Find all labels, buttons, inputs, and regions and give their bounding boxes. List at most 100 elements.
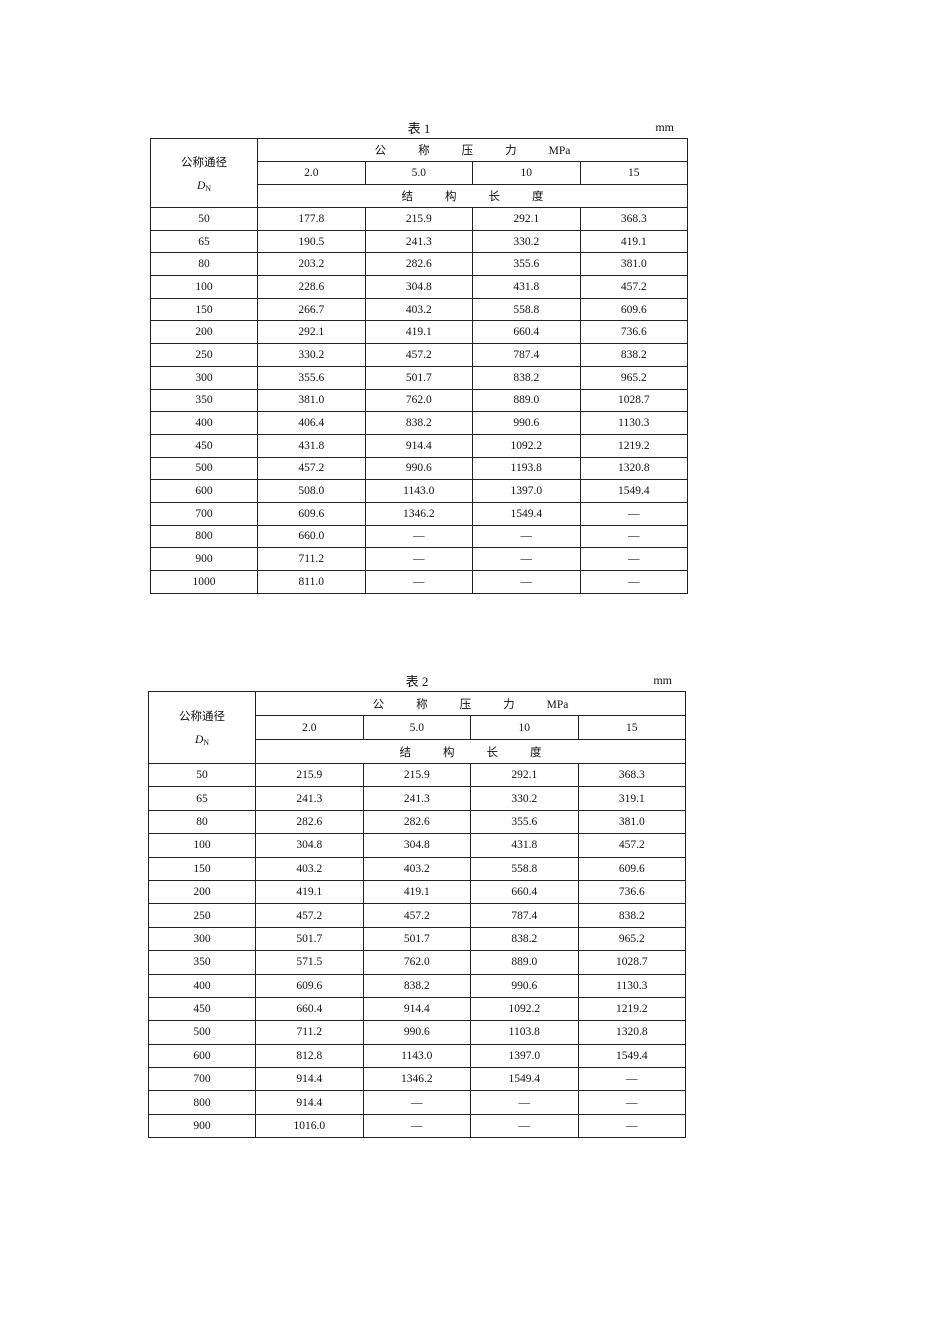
length-cell: 1320.8 [579, 456, 688, 481]
pressure-label-part: 力 [503, 698, 515, 711]
length-cell: 282.6 [364, 252, 473, 277]
table-row: 350 381.0 762.0 889.0 1028.7 [150, 388, 688, 413]
length-cell: 558.8 [472, 297, 581, 322]
pressure-label-part: 称 [416, 698, 428, 711]
length-cell: 1549.4 [470, 1067, 579, 1092]
length-cell: 241.3 [255, 786, 364, 811]
unit-label: mm [653, 673, 672, 687]
header-structure-length: 结构长度 [257, 184, 688, 208]
length-label-part: 长 [486, 746, 499, 759]
dn-cell: 1000 [150, 570, 258, 594]
length-cell: 403.2 [364, 297, 473, 322]
length-cell: 368.3 [579, 207, 688, 231]
length-cell: 1092.2 [470, 996, 579, 1022]
length-label-part: 结 [399, 746, 412, 759]
length-cell: 501.7 [364, 365, 473, 390]
table-caption: 表 1 [407, 121, 431, 136]
pressure-column-header: 15 [579, 161, 688, 185]
length-cell: 1103.8 [470, 1020, 579, 1045]
length-cell: 762.0 [364, 388, 473, 413]
length-cell: 1143.0 [362, 1043, 471, 1069]
dn-cell: 80 [150, 252, 258, 277]
length-cell: 811.0 [257, 570, 366, 594]
length-cell: — [470, 1113, 579, 1139]
pressure-column-header: 2.0 [255, 715, 364, 740]
length-cell: 990.6 [362, 1020, 471, 1045]
length-cell: 292.1 [470, 762, 579, 788]
length-cell: 431.8 [257, 433, 366, 458]
length-cell: 403.2 [362, 856, 471, 881]
dn-cell: 450 [150, 433, 258, 458]
table-row: 700 609.6 1346.2 1549.4— [150, 501, 688, 526]
length-cell: 1130.3 [579, 411, 688, 435]
length-cell: 419.1 [364, 320, 473, 345]
pressure-label-part: 称 [418, 145, 430, 157]
length-cell: 736.6 [577, 879, 686, 905]
nominal-diameter-label: 公称通径 [181, 156, 227, 169]
pressure-column-header: 5.0 [362, 715, 471, 740]
table-row: 250 330.2 457.2 787.4 838.2 [150, 343, 688, 367]
dn-cell: 350 [150, 388, 258, 413]
table-row: 700 914.4 1346.2 1549.4— [148, 1067, 686, 1092]
length-cell: — [472, 547, 581, 571]
length-label-part: 结 [401, 191, 414, 203]
table-row: 450 431.8 914.4 1092.2 1219.2 [150, 433, 688, 458]
length-cell: — [364, 524, 473, 549]
length-cell: — [577, 1067, 686, 1092]
table-row: 200 419.1 419.1 660.4 736.6 [148, 879, 686, 905]
dn-cell: 800 [148, 1090, 256, 1115]
length-cell: 177.8 [257, 207, 366, 231]
length-cell: 203.2 [257, 252, 366, 277]
length-cell: 1016.0 [255, 1113, 364, 1139]
table-row: 50 177.8 215.9 292.1 368.3 [150, 207, 688, 231]
table-row: 450 660.4 914.4 1092.2 1219.2 [148, 996, 686, 1022]
length-cell: 419.1 [255, 879, 364, 905]
length-cell: 609.6 [577, 856, 686, 881]
length-cell: 431.8 [470, 833, 579, 858]
table-row: 900 711.2— — — [150, 547, 688, 571]
table-row: 600 812.8 1143.0 1397.0 1549.4 [148, 1043, 686, 1069]
length-cell: 558.8 [470, 856, 579, 881]
length-cell: 609.6 [579, 297, 688, 322]
dn-cell: 400 [150, 411, 258, 435]
length-cell: 457.2 [579, 275, 688, 299]
length-cell: 838.2 [470, 926, 579, 952]
dn-cell: 250 [148, 903, 256, 928]
length-cell: 457.2 [364, 343, 473, 367]
table-row: 400 609.6 838.2 990.6 1130.3 [148, 973, 686, 998]
length-cell: 889.0 [470, 950, 579, 975]
length-cell: 419.1 [579, 229, 688, 254]
length-cell: — [362, 1113, 471, 1139]
length-label-part: 构 [443, 746, 455, 759]
pressure-label-part: 压 [461, 145, 474, 157]
table-row: 150 266.7 403.2 558.8 609.6 [150, 297, 688, 322]
length-cell: 711.2 [257, 547, 366, 571]
dn-letter: D [194, 734, 204, 746]
nominal-diameter-label: 公称通径 [179, 711, 225, 723]
length-cell: 381.0 [257, 388, 366, 413]
header-row-pressures: 2.0 5.0 10 15 [149, 715, 686, 740]
dn-cell: 50 [150, 207, 258, 231]
length-cell: 215.9 [362, 762, 471, 788]
length-cell: — [472, 524, 581, 549]
length-cell: 457.2 [257, 456, 366, 481]
dn-cell: 450 [148, 996, 256, 1022]
dn-cell: 250 [150, 343, 258, 367]
dn-cell: 500 [150, 456, 258, 481]
table-row: 250 457.2 457.2 787.4 838.2 [148, 903, 686, 928]
pressure-column-header: 5.0 [364, 161, 473, 185]
pressure-column-header: 15 [577, 715, 686, 740]
table-caption-row: 表 2 mm [148, 671, 686, 691]
length-cell: 914.4 [362, 996, 471, 1022]
length-cell: 304.8 [362, 833, 471, 858]
dn-cell: 150 [150, 297, 258, 322]
length-label-part: 构 [445, 191, 457, 203]
length-cell: 990.6 [472, 411, 581, 435]
length-cell: 711.2 [255, 1020, 364, 1045]
header-row-length: 结构长度 [151, 184, 688, 208]
length-cell: 1193.8 [472, 456, 581, 481]
length-cell: 1028.7 [579, 388, 688, 413]
dn-cell: 500 [148, 1020, 256, 1045]
length-cell: — [579, 501, 688, 526]
length-cell: 660.4 [472, 320, 581, 345]
